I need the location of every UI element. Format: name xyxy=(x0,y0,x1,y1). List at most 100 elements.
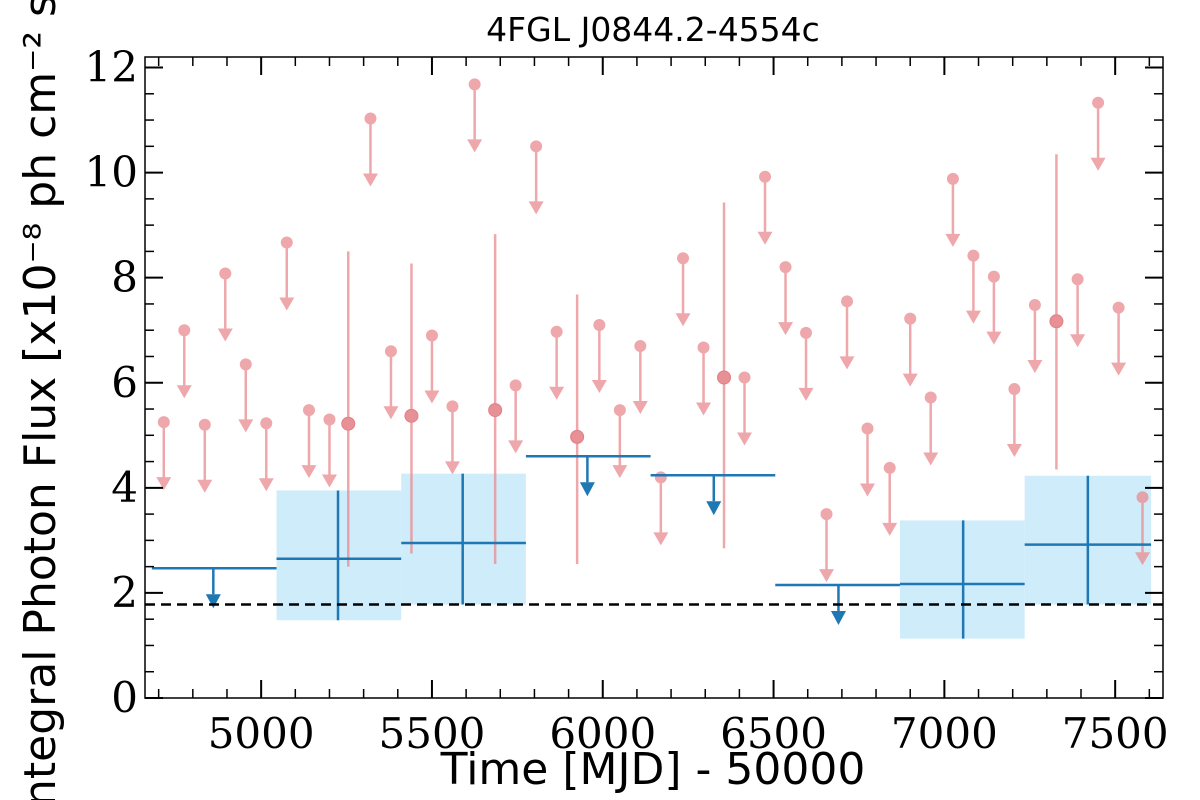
fine-bin-upper-limit xyxy=(321,413,337,488)
fine-bin-upper-limit xyxy=(444,400,460,475)
fine-bin-upper-limit-marker xyxy=(384,345,397,358)
fine-bin-upper-limit-arrow xyxy=(508,440,524,454)
fine-bin-upper-limit-arrow xyxy=(882,522,898,536)
fine-bin-upper-limit xyxy=(508,379,524,454)
coarse-bin-upper-limit-arrow xyxy=(205,594,221,609)
fine-bin-upper-limit-marker xyxy=(302,404,315,417)
fine-bin-upper-limit xyxy=(156,416,172,491)
fine-bin-upper-limit-marker xyxy=(800,326,813,339)
fine-bin-upper-limit-marker xyxy=(1008,383,1021,396)
fine-bin-upper-limit-arrow xyxy=(591,379,607,393)
fine-bin-upper-limit-marker xyxy=(738,371,751,384)
fine-bin-upper-limit xyxy=(757,170,773,245)
fine-bin-upper-limit-marker xyxy=(1092,96,1105,109)
fine-bin-upper-limit-marker xyxy=(883,461,896,474)
fine-bin-detection xyxy=(488,234,503,565)
fine-bin-upper-limit xyxy=(383,345,399,420)
fine-bin-detection xyxy=(717,202,732,549)
fine-bin-upper-limit-marker xyxy=(1136,491,1149,504)
fine-bin-upper-limit-marker xyxy=(967,249,980,262)
fine-bin-upper-limit-arrow xyxy=(819,569,835,583)
fine-bin-upper-limit-arrow xyxy=(860,483,876,497)
fine-bin-upper-limit-arrow xyxy=(1135,552,1151,566)
fine-bin-upper-limit-marker xyxy=(841,295,854,308)
y-tick-label: 10 xyxy=(85,148,138,197)
fine-bin-upper-limit xyxy=(945,172,961,247)
fine-bin-marker xyxy=(717,370,732,385)
fine-bin-upper-limit-marker xyxy=(509,379,522,392)
fine-bin-detection xyxy=(1049,154,1064,470)
coarse-bin-detection xyxy=(276,490,402,621)
x-tick-label: 5000 xyxy=(208,709,315,758)
fine-bin-upper-limit xyxy=(986,270,1002,345)
fine-bin-upper-limit xyxy=(696,341,712,416)
fine-bin-upper-limit xyxy=(549,325,565,400)
y-tick-label: 0 xyxy=(111,673,138,722)
fine-bin-upper-limit xyxy=(860,422,876,497)
fine-bin-upper-limit xyxy=(176,324,192,399)
fine-bin-upper-limit-arrow xyxy=(1090,157,1106,171)
fine-bin-upper-limit-arrow xyxy=(383,406,399,420)
fine-bin-upper-limit xyxy=(839,295,855,370)
fine-bin-detection xyxy=(570,294,585,565)
fine-bin-upper-limit-marker xyxy=(779,261,792,274)
plot-frame xyxy=(144,56,1164,699)
fine-bin-upper-limit xyxy=(528,140,544,215)
x-tick-label: 6000 xyxy=(549,709,656,758)
fine-bin-upper-limit-marker xyxy=(239,358,252,371)
fine-bin-upper-limit xyxy=(258,417,274,492)
fine-bin-upper-limit-marker xyxy=(946,172,959,185)
fine-bin-upper-limit-marker xyxy=(446,400,459,413)
fine-bin-upper-limit xyxy=(675,252,691,327)
fine-bin-upper-limit-marker xyxy=(593,318,606,331)
x-tick-label: 7500 xyxy=(1062,709,1169,758)
fine-bin-upper-limit-marker xyxy=(634,339,647,352)
fine-bin-upper-limit xyxy=(923,391,939,466)
fine-bin-upper-limit xyxy=(424,329,440,404)
fine-bin-upper-limit-marker xyxy=(677,252,690,265)
fine-bin-upper-limit-arrow xyxy=(1070,334,1086,348)
fine-bin-upper-limit-arrow xyxy=(176,385,192,399)
fine-bin-upper-limit xyxy=(197,418,213,493)
fine-bin-upper-limit xyxy=(819,508,835,583)
fine-bin-upper-limit-marker xyxy=(820,508,833,521)
fine-bin-upper-limit-arrow xyxy=(632,400,648,414)
axis-ticks: 5000 5500 6000 6500 7000 7500 0 2 4 6 8 10 12 xyxy=(85,43,1169,758)
fine-bin-upper-limit xyxy=(737,371,753,446)
fine-bin-upper-limit-marker xyxy=(280,236,293,249)
coarse-bin-detection xyxy=(899,520,1025,639)
fine-bin-upper-limit xyxy=(217,267,233,342)
coarse-bin-upper-limit xyxy=(650,473,776,516)
fine-bin-upper-limit-marker xyxy=(1071,273,1084,286)
fine-bin-upper-limit-arrow xyxy=(653,532,669,546)
fine-bin-upper-limit-arrow xyxy=(279,297,295,311)
fine-bin-marker xyxy=(341,416,356,431)
fine-bin-upper-limit-marker xyxy=(178,324,191,337)
fine-bin-upper-limit xyxy=(1111,301,1127,376)
fine-bin-upper-limit-marker xyxy=(613,404,626,417)
fine-bin-upper-limit xyxy=(882,461,898,536)
fine-bin-upper-limit xyxy=(238,358,254,433)
fine-bin-upper-limit-arrow xyxy=(156,477,172,491)
fine-bin-upper-limit xyxy=(653,471,669,546)
coarse-bin-detection xyxy=(401,473,526,605)
fine-bin-upper-limit-arrow xyxy=(1027,359,1043,373)
fine-bin-upper-limit-arrow xyxy=(675,313,691,327)
fine-bin-upper-limit-arrow xyxy=(549,386,565,400)
fine-bin-upper-limit xyxy=(798,326,814,401)
fine-bin-upper-limit xyxy=(1027,298,1043,373)
y-tick-label: 4 xyxy=(111,463,138,512)
chart-title: 4FGL J0844.2-4554c xyxy=(486,10,820,49)
fine-bin-upper-limit-marker xyxy=(323,413,336,426)
fine-bin-upper-limit-marker xyxy=(157,416,170,429)
fine-bin-upper-limit-arrow xyxy=(1111,362,1127,376)
x-tick-label: 6500 xyxy=(720,709,827,758)
fine-bin-upper-limit-arrow xyxy=(424,390,440,404)
fine-bin-upper-limit-arrow xyxy=(1006,444,1022,458)
fine-bin-upper-limit-marker xyxy=(759,170,772,183)
fine-bin-upper-limit-arrow xyxy=(197,479,213,493)
y-tick-label: 12 xyxy=(85,43,138,92)
fine-bin-upper-limit xyxy=(467,78,483,153)
fine-bin-upper-limit xyxy=(632,339,648,414)
fine-bin-upper-limit xyxy=(778,261,794,336)
